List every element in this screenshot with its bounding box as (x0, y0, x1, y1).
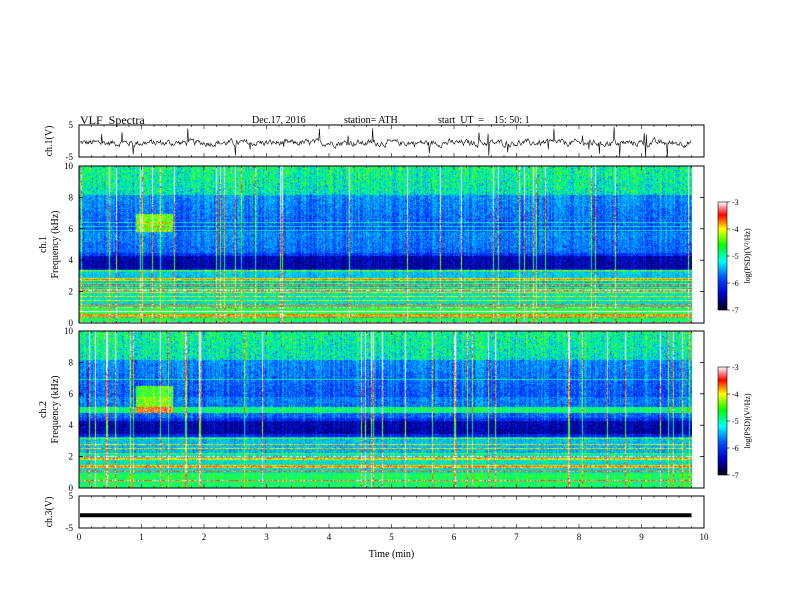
x-tick-label: 8 (577, 532, 582, 542)
colorbar-tick-label: -5 (732, 252, 739, 261)
ch1-spectrogram-y-label: Frequency (kHz) (50, 210, 61, 278)
x-tick-label: 10 (700, 532, 710, 542)
station-label: station= ATH (344, 115, 398, 126)
ch3-y-label: ch.3(V) (44, 497, 55, 528)
ch1-spectrogram-colorbar-label: log(PSD)(V²/Hz) (743, 228, 752, 284)
colorbar-tick-label: -7 (732, 471, 739, 480)
x-tick-label: 4 (327, 532, 332, 542)
ch2-spectrogram-y-label: Frequency (kHz) (50, 375, 61, 443)
ch2-spectrogram-colorbar (717, 366, 728, 476)
colorbar-tick-label: -7 (732, 306, 739, 315)
y-tick-label: 4 (69, 420, 74, 430)
ch1-spectrogram-channel-label: ch.1 (38, 236, 49, 253)
y-tick-label: 5 (69, 120, 74, 130)
y-tick-label: 6 (69, 224, 74, 234)
x-tick-label: 3 (264, 532, 269, 542)
y-tick-label: 4 (69, 255, 74, 265)
y-tick-label: 2 (69, 287, 74, 297)
colorbar-tick-label: -4 (732, 225, 739, 234)
colorbar-tick-label: -5 (732, 417, 739, 426)
ch1-spectrogram-colorbar (717, 201, 728, 311)
x-axis-label: Time (min) (369, 549, 414, 560)
x-tick-label: 1 (139, 532, 144, 542)
y-tick-label: 8 (69, 357, 74, 367)
x-tick-label: 6 (452, 532, 457, 542)
y-tick-label: 0 (69, 318, 74, 328)
colorbar-tick-label: -6 (732, 444, 739, 453)
ch3-waveform-frame (78, 495, 705, 529)
x-tick-label: 7 (514, 532, 519, 542)
y-tick-label: -5 (66, 523, 74, 533)
y-tick-label: 10 (64, 326, 74, 336)
y-tick-label: 8 (69, 192, 74, 202)
x-tick-label: 2 (202, 532, 207, 542)
y-tick-label: -5 (66, 152, 74, 162)
ch2-spectrogram-image (79, 331, 692, 488)
y-tick-label: 5 (69, 491, 74, 501)
y-tick-label: 2 (69, 452, 74, 462)
colorbar-tick-label: -3 (732, 198, 739, 207)
ch2-spectrogram-colorbar-label: log(PSD)(V²/Hz) (743, 393, 752, 449)
ch1-waveform-line (79, 126, 692, 158)
ch1-spectrogram-image (79, 166, 692, 323)
x-tick-label: 5 (389, 532, 394, 542)
x-tick-label: 9 (639, 532, 644, 542)
y-tick-label: 0 (69, 483, 74, 493)
y-tick-label: 6 (69, 389, 74, 399)
colorbar-tick-label: -4 (732, 390, 739, 399)
start-time-label: start UT = 15: 50: 1 (438, 115, 530, 126)
y-tick-label: 10 (64, 161, 74, 171)
x-tick-label: 0 (77, 532, 82, 542)
ch1-y-label: ch.1(V) (44, 126, 55, 157)
figure-title: VLF Spectra (80, 113, 145, 127)
colorbar-tick-label: -3 (732, 363, 739, 372)
ch2-spectrogram-channel-label: ch.2 (38, 401, 49, 418)
colorbar-tick-label: -6 (732, 279, 739, 288)
date-label: Dec.17, 2016 (252, 115, 306, 126)
